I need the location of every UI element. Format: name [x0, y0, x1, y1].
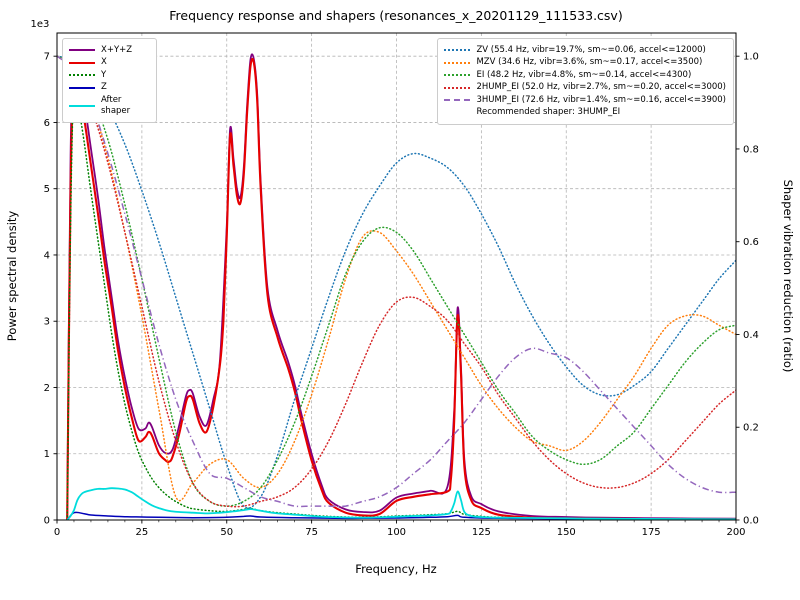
legend-shapers: ZV (55.4 Hz, vibr=19.7%, sm~=0.06, accel…: [437, 38, 734, 125]
legend-item-recommended: Recommended shaper: 3HUMP_EI: [444, 107, 726, 118]
axis-ticks: [53, 55, 740, 524]
series-layer: [57, 53, 736, 520]
legend-line-sample: [444, 99, 471, 102]
legend-item-3hump-ei: 3HUMP_EI (72.6 Hz, vibr=1.4%, sm~=0.16, …: [444, 95, 726, 106]
series-y: [66, 74, 736, 520]
legend-item-2hump-ei: 2HUMP_EI (52.0 Hz, vibr=2.7%, sm~=0.20, …: [444, 82, 726, 93]
tick-label: 1: [44, 449, 50, 460]
legend-item-x: X: [69, 57, 149, 68]
legend-label: EI (48.2 Hz, vibr=4.8%, sm~=0.14, accel<…: [476, 69, 692, 80]
legend-label: MZV (34.6 Hz, vibr=3.6%, sm~=0.17, accel…: [476, 57, 703, 68]
series-z: [66, 511, 736, 520]
tick-label: 4: [44, 250, 50, 261]
tick-label: 50: [220, 527, 233, 538]
legend-item-x-y-z: X+Y+Z: [69, 45, 149, 56]
series-3hump-ei: [57, 55, 736, 508]
legend-label: 2HUMP_EI (52.0 Hz, vibr=2.7%, sm~=0.20, …: [476, 82, 726, 93]
legend-line-sample: [444, 86, 471, 89]
tick-label: 7: [44, 52, 50, 63]
legend-item-y: Y: [69, 70, 149, 81]
series-after-shaper: [66, 487, 736, 520]
tick-label: 3: [44, 317, 50, 328]
legend-label: After shaper: [101, 94, 131, 116]
legend-line-sample: [69, 86, 95, 89]
tick-label: 0.0: [743, 516, 759, 527]
tick-label: 0.2: [743, 423, 759, 434]
legend-item-z: Z: [69, 82, 149, 93]
tick-label: 25: [136, 527, 149, 538]
series-2hump-ei: [57, 55, 736, 508]
y-axis-left-label: Power spectral density: [5, 211, 19, 342]
legend-label: Y: [101, 69, 107, 80]
tick-label: 175: [642, 527, 661, 538]
legend-line-sample: [69, 49, 95, 52]
series-mzv: [57, 55, 736, 502]
x-axis-label: Frequency, Hz: [355, 562, 436, 576]
tick-label: 0.4: [743, 330, 759, 341]
legend-item-mzv: MZV (34.6 Hz, vibr=3.6%, sm~=0.17, accel…: [444, 57, 726, 68]
legend-psd-series: X+Y+Z X Y Z After shaper: [62, 38, 157, 124]
tick-label: 0.8: [743, 144, 759, 155]
series-x: [66, 57, 736, 520]
tick-label: 2: [44, 383, 50, 394]
tick-label: 0: [54, 527, 60, 538]
tick-label: 100: [387, 527, 406, 538]
legend-line-sample: [444, 49, 471, 52]
tick-label: 0.6: [743, 237, 759, 248]
chart-title: Frequency response and shapers (resonanc…: [169, 8, 622, 23]
legend-line-sample: [444, 74, 471, 77]
legend-label: Z: [101, 82, 107, 93]
tick-label: 5: [44, 184, 50, 195]
tick-label: 6: [44, 118, 50, 129]
series-ei: [57, 55, 736, 507]
legend-item-zv: ZV (55.4 Hz, vibr=19.7%, sm~=0.06, accel…: [444, 45, 726, 56]
tick-label: 200: [726, 527, 745, 538]
legend-line-sample: [69, 61, 95, 64]
legend-label: Recommended shaper: 3HUMP_EI: [476, 107, 621, 118]
legend-label: 3HUMP_EI (72.6 Hz, vibr=1.4%, sm~=0.16, …: [476, 94, 726, 105]
legend-line-sample: [69, 74, 95, 77]
legend-line-sample: [444, 61, 471, 64]
legend-line-sample: [69, 104, 95, 107]
legend-item-ei: EI (48.2 Hz, vibr=4.8%, sm~=0.14, accel<…: [444, 70, 726, 81]
y-axis-offset-label: 1e3: [31, 19, 50, 30]
legend-label: X: [101, 57, 107, 68]
tick-label: 0: [44, 516, 50, 527]
tick-label: 75: [305, 527, 318, 538]
tick-label: 125: [472, 527, 491, 538]
tick-label: 150: [557, 527, 576, 538]
legend-item-after: After shaper: [69, 95, 149, 117]
y-axis-right-label: Shaper vibration reduction (ratio): [781, 180, 795, 373]
legend-label: ZV (55.4 Hz, vibr=19.7%, sm~=0.06, accel…: [476, 44, 706, 55]
tick-label: 1.0: [743, 52, 759, 63]
legend-label: X+Y+Z: [101, 44, 133, 55]
